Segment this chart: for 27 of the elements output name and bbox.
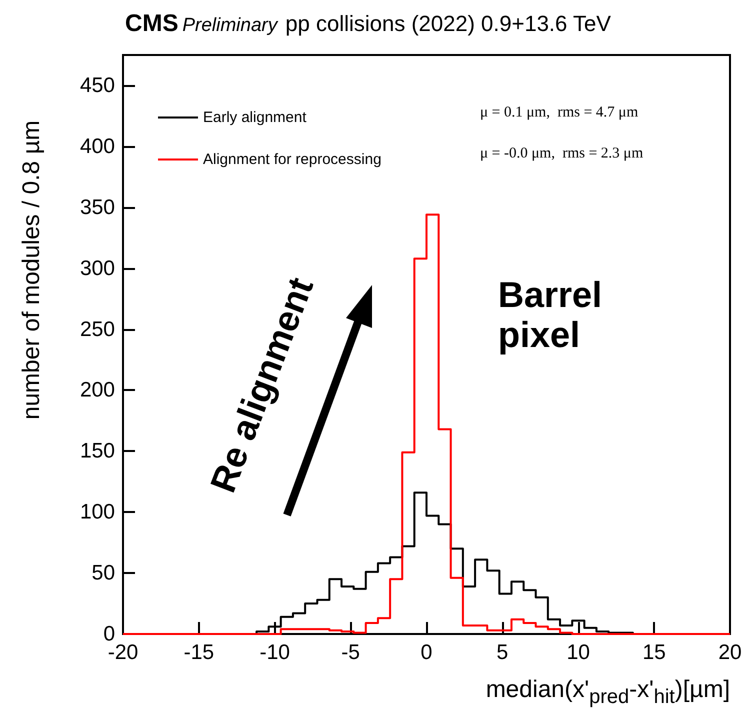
annotation: Barrel pixel: [498, 274, 602, 355]
y-tick-label: 200: [80, 378, 115, 402]
x-tick-label: 15: [642, 641, 666, 664]
x-tick-label: 5: [496, 641, 508, 664]
text: pp collisions (2022) 0.9+13.6 TeV: [285, 11, 611, 36]
y-tick-label: 450: [80, 74, 115, 97]
x-tick-label: -15: [184, 641, 214, 664]
y-tick-label: 50: [92, 562, 115, 585]
legend-label: Early alignment: [203, 109, 308, 126]
annotation: μ = 0.1 μm, rms = 4.7 μm: [480, 104, 638, 120]
chart-title: CMS: [125, 10, 178, 37]
y-tick-label: 400: [80, 134, 115, 158]
y-tick-label: 150: [80, 440, 115, 463]
y-tick-label: 350: [80, 196, 115, 219]
y-tick-label: 100: [80, 500, 115, 524]
legend-label: Alignment for reprocessing: [203, 151, 382, 168]
annotation: μ = -0.0 μm, rms = 2.3 μm: [480, 146, 644, 162]
y-tick-label: 300: [80, 256, 115, 280]
x-tick-label: 0: [420, 641, 432, 664]
chart-subtitle: Preliminary: [182, 15, 278, 36]
x-tick-label: 20: [718, 641, 742, 664]
x-axis-title: median(x'$_{pred}$-x'$_{hit}$)[µm]: [486, 676, 730, 709]
y-tick-label: 250: [80, 318, 115, 341]
x-tick-label: -5: [341, 641, 360, 664]
x-tick-label: 10: [566, 641, 590, 664]
y-axis-title: number of modules / 0.8 µm: [18, 120, 46, 420]
x-tick-label: -10: [260, 641, 290, 664]
